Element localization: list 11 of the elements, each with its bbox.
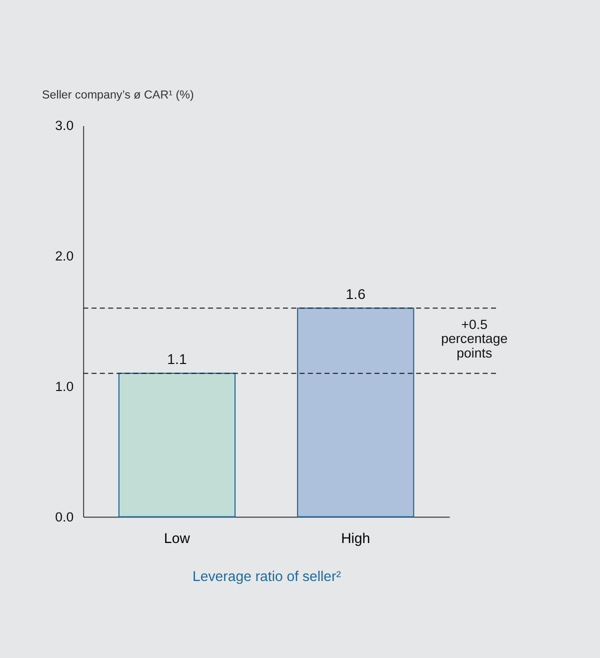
data-label: 1.1 [167, 351, 187, 368]
data-label: 1.6 [346, 286, 366, 302]
x-tick-label: Low [164, 530, 191, 546]
x-axis-title: Leverage ratio of seller² [192, 568, 342, 584]
y-tick-label: 1.0 [55, 378, 74, 394]
x-tick-label: High [341, 530, 370, 546]
y-tick-label: 3.0 [55, 118, 74, 134]
annotation: +0.5 percentage points [441, 316, 508, 360]
y-tick-label: 0.0 [55, 509, 74, 524]
y-tick-label: 2.0 [55, 248, 74, 264]
y-axis-title: Seller company’s ø CAR¹ (%) [42, 88, 194, 102]
